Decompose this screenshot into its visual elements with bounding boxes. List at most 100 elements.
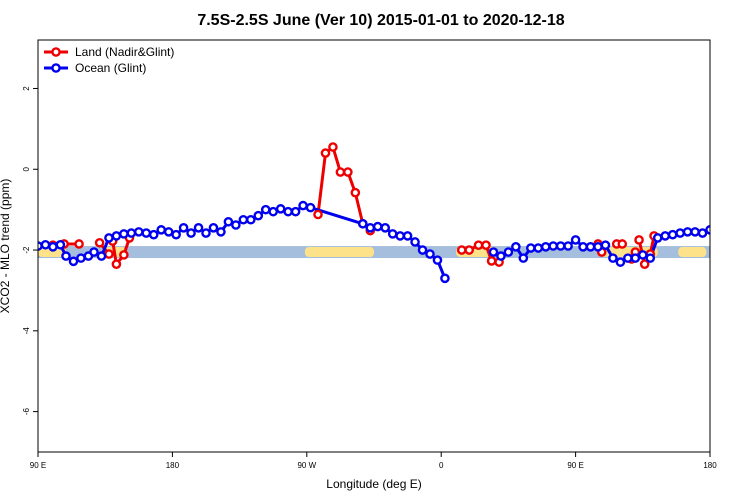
ocean-series-point xyxy=(268,206,279,217)
legend-label: Ocean (Glint) xyxy=(75,61,146,75)
land-series-point xyxy=(486,256,497,266)
ocean-series-point xyxy=(68,256,79,267)
ocean-series-point xyxy=(216,227,226,237)
ocean-series-point xyxy=(283,206,293,217)
ocean-series-point xyxy=(645,253,656,263)
ocean-series-point xyxy=(104,233,114,243)
land-series-point xyxy=(343,167,353,177)
ocean-series-point xyxy=(156,225,166,235)
ocean-series-point xyxy=(608,253,618,263)
land-series-point xyxy=(335,167,346,177)
ocean-series-point xyxy=(667,229,678,240)
ocean-series-point xyxy=(275,204,286,214)
ocean-series-point xyxy=(432,255,443,265)
legend-marker xyxy=(51,47,61,57)
y-tick-label: -6 xyxy=(22,408,31,416)
ocean-series-point xyxy=(96,251,107,261)
x-tick-label: 0 xyxy=(439,461,444,470)
ocean-series-point xyxy=(555,241,566,251)
land-strip xyxy=(678,247,707,258)
land-series-point xyxy=(464,245,475,255)
land-series-point xyxy=(313,209,323,220)
ocean-series-point xyxy=(511,242,521,252)
ocean-series-point xyxy=(48,242,58,252)
ocean-series-point xyxy=(526,243,536,253)
land-series-point xyxy=(481,240,491,250)
land-series-point xyxy=(473,240,484,250)
ocean-series-point xyxy=(89,247,99,257)
ocean-series-point xyxy=(186,228,196,238)
ocean-series-point xyxy=(652,233,663,243)
y-tick-label: 0 xyxy=(22,166,31,171)
ocean-series-point xyxy=(660,231,671,241)
ocean-series-point xyxy=(193,223,204,233)
legend-marker xyxy=(51,63,61,73)
ocean-series-point xyxy=(593,242,603,252)
ocean-series-point xyxy=(126,228,137,238)
ocean-series-point xyxy=(208,223,219,233)
x-tick-label: 90 W xyxy=(297,461,316,470)
ocean-series-point xyxy=(615,257,626,267)
ocean-series-point xyxy=(425,249,435,259)
ocean-series-point xyxy=(675,228,685,238)
ocean-series-point xyxy=(570,235,581,245)
land-series-point xyxy=(456,245,467,255)
ocean-series-point xyxy=(518,253,529,263)
ocean-series-point xyxy=(305,202,316,213)
ocean-series-point xyxy=(260,204,271,215)
x-tick-label: 180 xyxy=(703,461,717,470)
y-tick-label: -2 xyxy=(22,246,31,254)
land-series-point xyxy=(119,250,129,260)
land-series-point xyxy=(328,142,338,152)
ocean-series-point xyxy=(141,228,152,238)
ocean-series-point xyxy=(223,216,234,227)
ocean-series-point xyxy=(638,250,648,260)
land-series-line xyxy=(111,237,131,266)
chart-title: 7.5S-2.5S June (Ver 10) 2015-01-01 to 20… xyxy=(197,12,564,29)
ocean-series-point xyxy=(600,240,611,250)
ocean-series-point xyxy=(402,231,413,241)
land-series-point xyxy=(111,259,122,269)
ocean-series-point xyxy=(690,227,700,237)
series-group xyxy=(38,142,710,284)
ocean-series-point xyxy=(623,253,633,263)
ocean-series-point xyxy=(178,223,189,233)
ocean-series-point xyxy=(201,228,211,238)
land-series-point xyxy=(639,259,650,269)
land-series-point xyxy=(350,187,361,198)
ocean-series-point xyxy=(111,231,122,241)
x-tick-label: 180 xyxy=(166,461,180,470)
ocean-series-point xyxy=(548,241,559,251)
ocean-series-point xyxy=(357,218,368,229)
ocean-series-point xyxy=(630,253,641,263)
ocean-series-point xyxy=(387,229,398,239)
ocean-series-point xyxy=(163,227,174,237)
ocean-series-point xyxy=(148,229,159,240)
ocean-series-point xyxy=(290,206,301,217)
ocean-series-point xyxy=(563,241,573,251)
ocean-series-point xyxy=(238,214,249,225)
ocean-series-point xyxy=(76,253,86,263)
ocean-series-point xyxy=(488,247,499,257)
plot-frame xyxy=(37,39,711,453)
ocean-series-point xyxy=(380,223,391,233)
ocean-series-point xyxy=(578,242,588,252)
land-series-point xyxy=(634,235,644,245)
ocean-series-point xyxy=(585,242,596,252)
legend: Land (Nadir&Glint) Ocean (Glint) xyxy=(44,45,174,75)
ocean-series-point xyxy=(133,227,144,237)
ocean-series-point xyxy=(697,228,708,238)
ocean-series-point xyxy=(298,200,308,211)
ocean-series-point xyxy=(503,247,514,257)
x-tick-label: 90 E xyxy=(567,461,583,470)
ocean-series-point xyxy=(231,220,241,230)
ocean-series-point xyxy=(440,273,450,284)
ocean-series-point xyxy=(540,242,551,252)
ocean-series-point xyxy=(395,231,405,241)
land-series-point xyxy=(74,239,84,249)
ocean-series-point xyxy=(119,229,129,239)
land-strip xyxy=(304,247,374,258)
ocean-series-point xyxy=(533,243,544,253)
ocean-series-point xyxy=(496,251,506,261)
